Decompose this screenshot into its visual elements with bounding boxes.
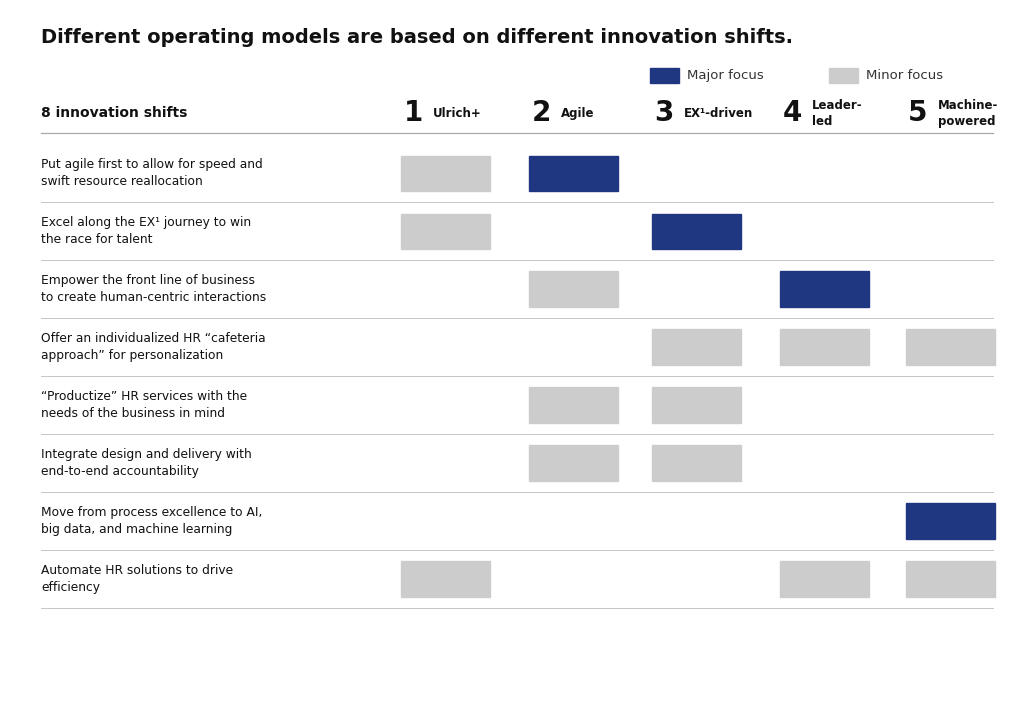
Bar	[651, 329, 740, 365]
Bar	[401, 561, 490, 597]
Bar	[905, 561, 994, 597]
Text: Empower the front line of business
to create human-centric interactions: Empower the front line of business to cr…	[41, 274, 266, 304]
Text: 3: 3	[654, 99, 674, 127]
Text: Major focus: Major focus	[687, 69, 764, 82]
Text: EX¹-driven: EX¹-driven	[684, 107, 754, 119]
Text: “Productize” HR services with the
needs of the business in mind: “Productize” HR services with the needs …	[41, 390, 247, 420]
Bar	[651, 445, 740, 481]
Bar	[905, 503, 994, 539]
Text: Agile: Agile	[561, 107, 595, 119]
Bar	[780, 271, 868, 307]
Text: Put agile first to allow for speed and
swift resource reallocation: Put agile first to allow for speed and s…	[41, 158, 263, 188]
Text: Different operating models are based on different innovation shifts.: Different operating models are based on …	[41, 28, 793, 47]
Text: Integrate design and delivery with
end-to-end accountability: Integrate design and delivery with end-t…	[41, 448, 252, 478]
Text: 8 innovation shifts: 8 innovation shifts	[41, 106, 187, 120]
Text: Move from process excellence to AI,
big data, and machine learning: Move from process excellence to AI, big …	[41, 506, 262, 536]
Bar	[780, 561, 868, 597]
Bar	[829, 68, 858, 83]
Bar	[651, 214, 740, 249]
Text: Excel along the EX¹ journey to win
the race for talent: Excel along the EX¹ journey to win the r…	[41, 216, 251, 246]
Bar	[528, 445, 617, 481]
Text: 2: 2	[531, 99, 551, 127]
Text: Leader-
led: Leader- led	[812, 98, 862, 128]
Bar	[401, 214, 490, 249]
Text: Automate HR solutions to drive
efficiency: Automate HR solutions to drive efficienc…	[41, 564, 233, 594]
Text: Offer an individualized HR “cafeteria
approach” for personalization: Offer an individualized HR “cafeteria ap…	[41, 332, 265, 362]
Text: 4: 4	[782, 99, 802, 127]
Text: 1: 1	[403, 99, 423, 127]
Bar	[651, 387, 740, 423]
Bar	[650, 68, 679, 83]
Bar	[528, 271, 617, 307]
Bar	[401, 156, 490, 191]
Bar	[528, 156, 617, 191]
Text: 5: 5	[908, 99, 928, 127]
Bar	[780, 329, 868, 365]
Bar	[905, 329, 994, 365]
Bar	[528, 387, 617, 423]
Text: Ulrich+: Ulrich+	[433, 107, 482, 119]
Text: Minor focus: Minor focus	[866, 69, 943, 82]
Text: Machine-
powered: Machine- powered	[938, 98, 998, 128]
